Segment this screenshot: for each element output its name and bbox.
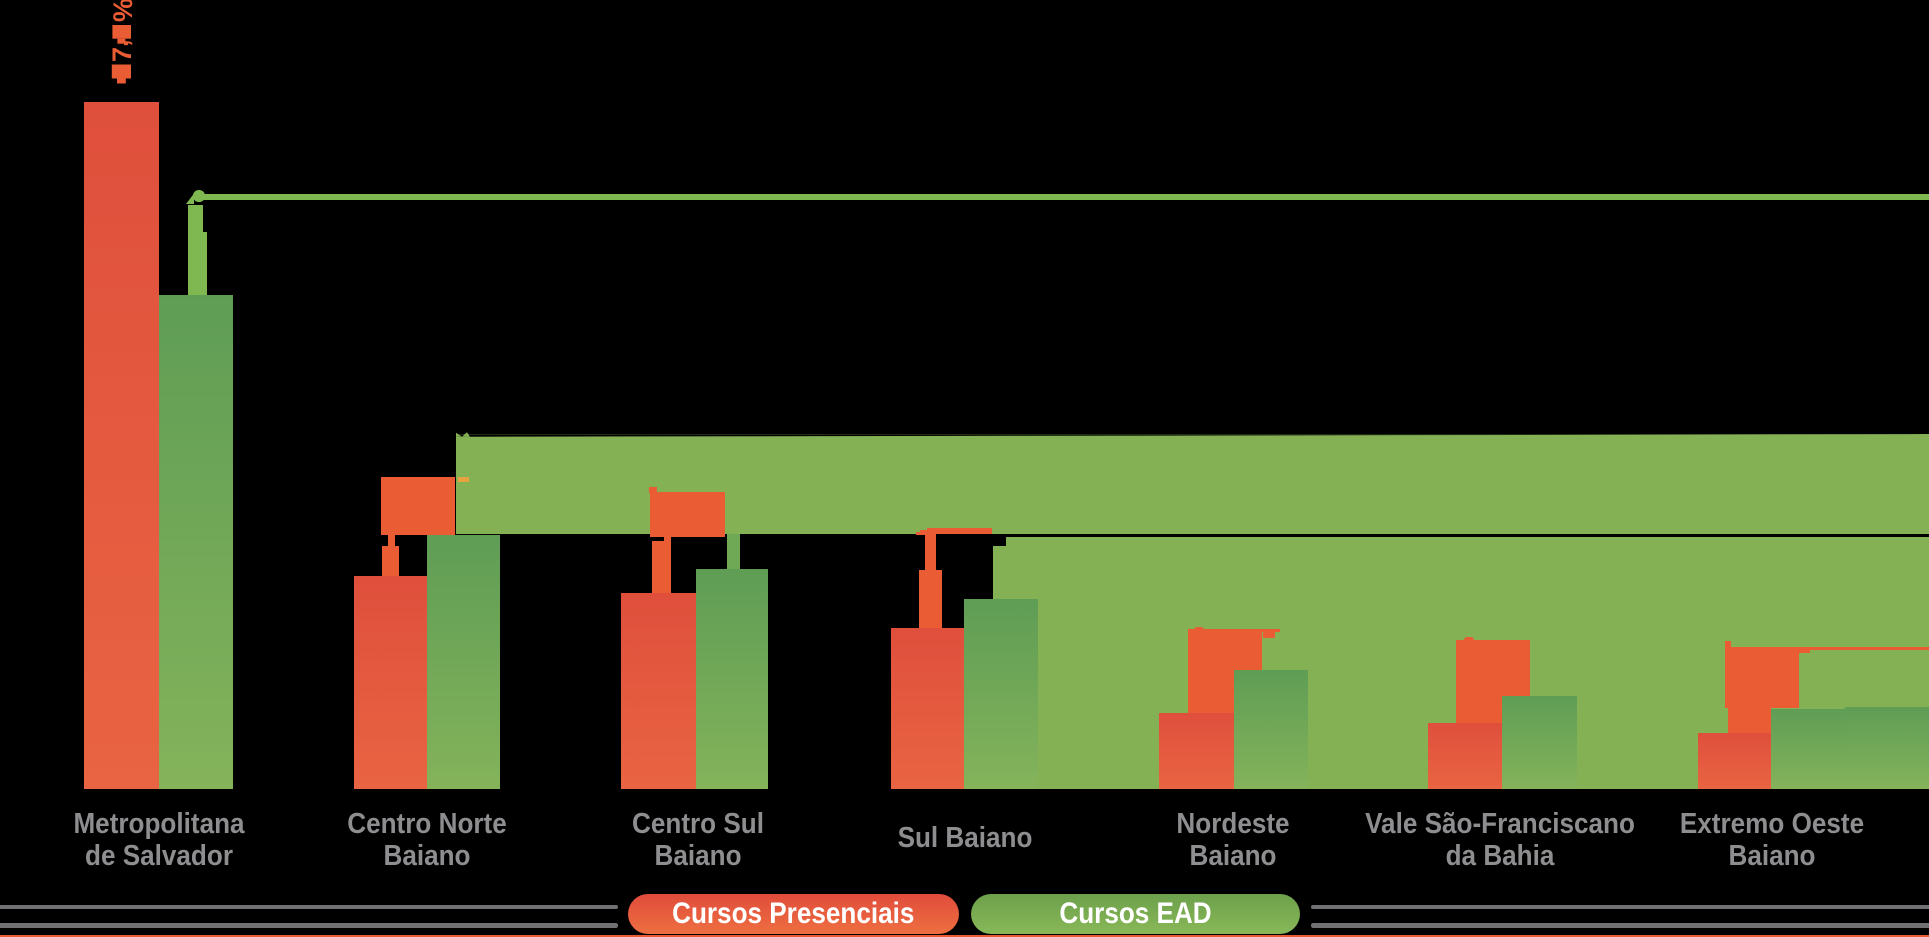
svg-text:%: % xyxy=(108,0,138,22)
svg-text:7: 7 xyxy=(107,47,137,62)
svg-text:,: , xyxy=(104,39,134,47)
